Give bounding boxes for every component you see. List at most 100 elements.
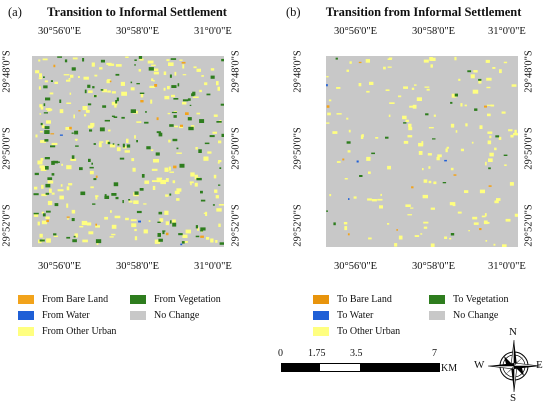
other-urban-patch — [182, 101, 187, 105]
legend-label: To Vegetation — [453, 294, 509, 305]
vegetation-patch — [162, 231, 165, 235]
other-urban-patch — [175, 191, 179, 195]
other-urban-patch — [179, 126, 184, 129]
other-urban-patch — [423, 59, 429, 63]
other-urban-patch — [494, 147, 497, 151]
vegetation-patch — [187, 98, 191, 101]
vegetation-patch — [130, 81, 133, 84]
other-urban-patch — [33, 213, 39, 217]
other-urban-patch — [472, 216, 478, 220]
vegetation-patch — [93, 178, 97, 181]
other-urban-patch — [84, 114, 87, 117]
vegetation-patch — [75, 145, 79, 147]
vegetation-patch — [71, 67, 76, 71]
other-urban-patch — [174, 71, 177, 76]
other-urban-patch — [430, 57, 436, 61]
panel-a-right-coord-3: 29°52'0"S — [230, 204, 242, 247]
other-urban-patch — [336, 161, 341, 163]
other-urban-patch — [147, 60, 154, 64]
vegetation-patch — [181, 241, 185, 244]
bare-land-patch — [479, 228, 482, 231]
other-urban-patch — [387, 58, 392, 60]
panel-a-top-coord-1: 30°56'0"E — [38, 26, 82, 37]
other-urban-patch — [89, 170, 94, 175]
vegetation-patch — [442, 182, 447, 184]
other-urban-patch — [388, 57, 393, 59]
other-urban-patch — [168, 166, 171, 171]
water-swatch — [18, 311, 34, 320]
other-urban-patch — [490, 104, 495, 107]
other-urban-patch — [133, 200, 139, 204]
vegetation-patch — [87, 103, 92, 106]
vegetation-patch — [136, 140, 138, 143]
other-urban-patch — [39, 165, 45, 169]
other-urban-patch — [151, 149, 154, 152]
other-urban-patch — [454, 56, 457, 61]
other-urban-patch — [46, 238, 51, 243]
panel-a-legend-item-other-urban: From Other Urban — [18, 326, 116, 337]
other-urban-patch — [131, 158, 135, 162]
other-urban-patch — [473, 222, 479, 225]
other-urban-patch — [37, 160, 43, 165]
vegetation-patch — [335, 57, 338, 60]
other-urban-patch — [214, 189, 218, 193]
other-urban-patch — [195, 147, 198, 150]
other-urban-patch — [185, 229, 191, 234]
vegetation-patch — [136, 210, 142, 214]
vegetation-patch — [221, 133, 224, 137]
other-urban-patch — [72, 57, 78, 60]
other-urban-patch — [144, 180, 150, 184]
vegetation-patch — [50, 80, 53, 82]
other-urban-patch — [189, 181, 194, 184]
other-urban-patch — [39, 104, 43, 108]
vegetation-patch — [107, 141, 111, 145]
other-urban-patch — [430, 64, 433, 68]
compass-south-label: S — [510, 392, 517, 404]
other-urban-patch — [90, 122, 95, 127]
other-urban-patch — [487, 131, 493, 134]
other-urban-patch — [347, 150, 351, 153]
panel-b-right-coord-1: 29°48'0"S — [523, 50, 535, 93]
other-urban-patch — [35, 134, 38, 138]
vegetation-patch — [33, 193, 39, 196]
vegetation-patch — [210, 75, 215, 79]
other-urban-patch — [153, 159, 159, 163]
vegetation-swatch — [130, 295, 146, 304]
other-urban-patch — [509, 182, 514, 186]
other-urban-patch — [106, 79, 110, 84]
vegetation-patch — [92, 86, 95, 89]
vegetation-patch — [102, 105, 107, 108]
panel-b-right-coord-2: 29°50'0"S — [523, 127, 535, 170]
bare-land-patch — [95, 223, 97, 226]
other-urban-patch — [201, 75, 204, 77]
bare-land-patch — [347, 233, 350, 236]
other-urban-patch — [455, 130, 458, 133]
vegetation-patch — [221, 58, 224, 62]
other-urban-patch — [41, 124, 45, 129]
panel-b-title-text: Transition from Informal Settlement — [325, 5, 522, 19]
other-urban-patch — [67, 218, 69, 220]
panel-b-legend-item-vegetation: To Vegetation — [429, 294, 509, 305]
other-urban-patch — [153, 68, 159, 72]
bare-land-patch — [396, 229, 398, 231]
other-urban-patch — [166, 59, 170, 62]
other-urban-patch — [488, 158, 493, 162]
vegetation-patch — [162, 230, 166, 232]
other-urban-patch — [510, 134, 514, 138]
vegetation-patch — [148, 67, 154, 71]
vegetation-patch — [218, 184, 221, 186]
other-urban-patch — [79, 225, 84, 228]
vegetation-swatch — [429, 295, 445, 304]
vegetation-patch — [44, 126, 50, 130]
scale-bar-frame — [281, 363, 440, 372]
bare-land-patch — [358, 61, 362, 64]
other-urban-patch — [358, 83, 362, 87]
other-urban-patch — [464, 104, 467, 107]
other-urban-patch — [74, 138, 78, 141]
other-urban-patch — [460, 148, 464, 152]
other-urban-patch — [40, 106, 44, 110]
other-urban-patch — [140, 93, 144, 98]
bare-land-patch — [109, 80, 112, 83]
bare-land-patch — [200, 235, 204, 238]
north-arrow-compass-rose-icon: N S W E — [474, 326, 544, 404]
